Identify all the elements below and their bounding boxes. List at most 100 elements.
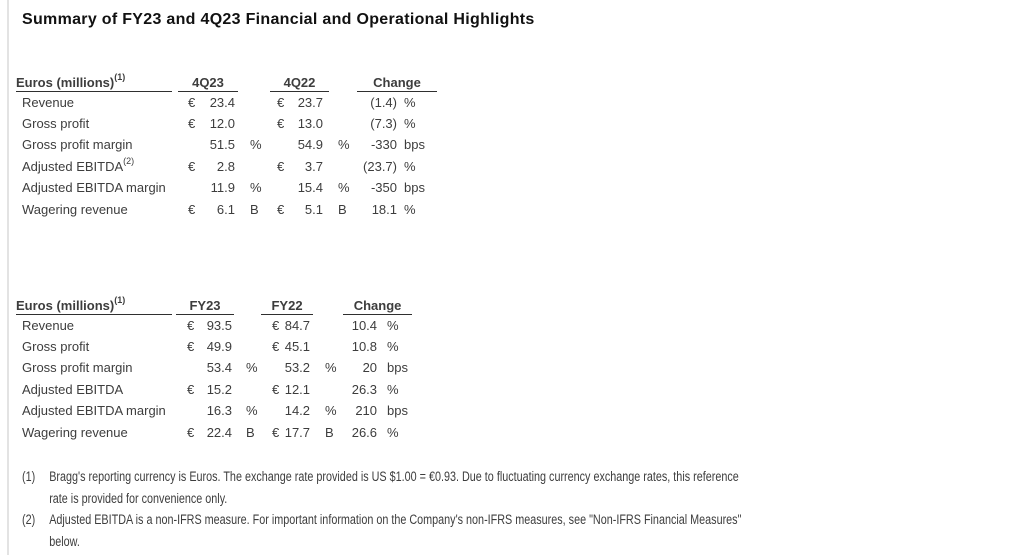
footnote-number: (2) <box>22 512 36 527</box>
change-unit-cell: % <box>387 317 399 333</box>
currency-cell: € <box>272 317 280 333</box>
column-header-4q23: 4Q23 <box>178 73 238 92</box>
page-left-border <box>7 0 9 555</box>
value-cell: 12.0 <box>209 115 235 131</box>
unit-cell: % <box>250 137 262 153</box>
currency-cell <box>261 357 275 379</box>
currency-cell: € <box>272 338 280 354</box>
currency-cell: € <box>272 424 280 440</box>
change-value-cell: 26.6 <box>351 424 378 440</box>
table-row: Wagering revenue € 22.4 B € 17.7 B 26.6 … <box>16 422 412 444</box>
unit-cell: B <box>325 424 334 440</box>
value-cell: 23.7 <box>297 94 323 110</box>
footnote-ref-2: (2) <box>123 156 135 167</box>
row-label: Wagering revenue <box>16 422 172 444</box>
change-value-cell: (7.3) <box>370 115 397 131</box>
value-cell: 14.2 <box>284 403 311 419</box>
change-value-cell: (23.7) <box>363 158 397 174</box>
row-label-text: Wagering revenue <box>22 201 128 217</box>
row-label: Gross profit <box>16 336 172 358</box>
row-label-text: Gross profit margin <box>22 360 133 376</box>
row-label: Adjusted EBITDA margin <box>16 400 172 422</box>
header-gap <box>238 73 270 91</box>
row-label: Gross profit margin <box>16 357 172 379</box>
value-cell: 49.9 <box>206 338 233 354</box>
value-cell: 53.2 <box>284 360 311 376</box>
fy-comparison-table: Euros (millions)(1) FY23 FY22 Change Rev… <box>16 296 413 444</box>
column-header-fy22: FY22 <box>261 296 314 315</box>
currency-cell <box>270 177 284 199</box>
row-label: Gross profit margin <box>16 134 172 156</box>
table-header-row: Euros (millions)(1) FY23 FY22 Change <box>16 296 413 315</box>
currency-cell <box>270 134 284 156</box>
value-cell: 15.2 <box>206 381 233 397</box>
table-row: Adjusted EBITDA(2) € 2.8 € 3.7 (23.7) % <box>16 156 437 178</box>
row-label: Revenue <box>16 314 172 336</box>
q4-comparison-table: Euros (millions)(1) 4Q23 4Q22 Change Rev… <box>16 72 438 221</box>
value-cell: 51.5 <box>209 137 235 153</box>
footnotes: (1) Bragg's reporting currency is Euros.… <box>22 466 998 552</box>
value-cell: 2.8 <box>216 158 235 174</box>
table-row: Wagering revenue € 6.1 B € 5.1 B 18.1 % <box>16 199 437 221</box>
value-cell: 23.4 <box>209 94 235 110</box>
column-header-fy23: FY23 <box>176 296 235 315</box>
table-row: Gross profit € 49.9 € 45.1 10.8 % <box>16 336 412 358</box>
change-unit-cell: % <box>387 381 399 397</box>
value-cell: 17.7 <box>284 424 311 440</box>
unit-cell <box>234 314 261 336</box>
currency-cell: € <box>272 381 280 397</box>
currency-cell: € <box>188 115 196 131</box>
unit-cell: B <box>246 424 255 440</box>
value-cell: 45.1 <box>284 338 311 354</box>
unit-cell <box>313 336 343 358</box>
row-label-text: Adjusted EBITDA <box>22 381 124 397</box>
unit-cell <box>313 314 343 336</box>
header-gap <box>329 73 357 91</box>
change-unit-cell: % <box>387 338 399 354</box>
currency-cell: € <box>277 158 285 174</box>
currency-cell: € <box>188 94 196 110</box>
value-cell: 5.1 <box>304 201 323 217</box>
row-label-text: Gross profit <box>22 338 90 354</box>
value-cell: 93.5 <box>206 317 233 333</box>
change-unit-cell: % <box>404 158 416 174</box>
header-gap <box>234 296 261 314</box>
row-label-text: Adjusted EBITDA margin <box>22 180 166 196</box>
row-label: Adjusted EBITDA(2) <box>16 156 172 178</box>
value-cell: 11.9 <box>210 180 235 196</box>
unit-cell <box>238 113 270 135</box>
change-value-cell: -350 <box>370 180 397 196</box>
footnote-ref-1: (1) <box>114 72 126 83</box>
value-cell: 6.1 <box>216 201 235 217</box>
table-row: Adjusted EBITDA margin 11.9 % 15.4 % -35… <box>16 177 437 199</box>
change-unit-cell: bps <box>387 360 408 376</box>
footnote-text-line: Adjusted EBITDA is a non-IFRS measure. F… <box>49 512 742 527</box>
footnote-text-line: below. <box>49 533 80 549</box>
footnote-text-line: Bragg's reporting currency is Euros. The… <box>49 469 739 484</box>
change-value-cell: 10.8 <box>351 338 378 354</box>
currency-cell: € <box>277 201 285 217</box>
value-cell: 16.3 <box>206 403 233 419</box>
unit-cell <box>238 91 270 113</box>
value-cell: 15.4 <box>297 180 323 196</box>
unit-cell <box>234 379 261 401</box>
table-row: Gross profit margin 51.5 % 54.9 % -330 b… <box>16 134 437 156</box>
table-header-row: Euros (millions)(1) 4Q23 4Q22 Change <box>16 72 438 92</box>
row-label-text: Revenue <box>22 94 75 110</box>
row-label: Revenue <box>16 91 172 113</box>
unit-cell <box>238 156 270 178</box>
change-value-cell: (1.4) <box>370 94 397 110</box>
currency-cell: € <box>187 424 195 440</box>
footnote-number: (1) <box>22 469 36 484</box>
row-label: Adjusted EBITDA margin <box>16 177 172 199</box>
currency-cell: € <box>188 158 196 174</box>
value-cell: 13.0 <box>297 115 323 131</box>
column-header-euros-millions: Euros (millions)(1) <box>16 296 172 315</box>
change-unit-cell: % <box>404 115 416 131</box>
unit-cell: % <box>250 180 262 196</box>
unit-cell: % <box>325 360 337 376</box>
table-row: Gross profit margin 53.4 % 53.2 % 20 bps <box>16 357 412 379</box>
value-cell: 54.9 <box>297 137 323 153</box>
row-label: Adjusted EBITDA <box>16 379 172 401</box>
